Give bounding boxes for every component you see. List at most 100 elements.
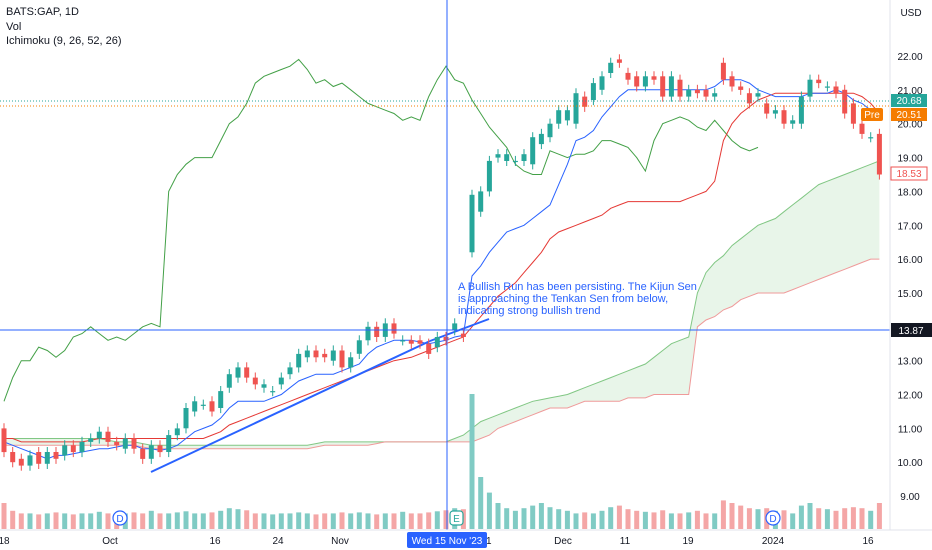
trendline-lower[interactable] bbox=[150, 340, 431, 473]
candle-body bbox=[547, 123, 553, 138]
dividend-marker-1-label: D bbox=[116, 514, 123, 525]
candle-body bbox=[460, 333, 466, 337]
candle-body bbox=[495, 154, 501, 158]
volume-bar bbox=[790, 513, 796, 529]
volume-bar bbox=[235, 509, 241, 529]
candle-body bbox=[651, 76, 657, 80]
dividend-marker-1[interactable] bbox=[112, 510, 128, 526]
dividend-marker-2-label: D bbox=[769, 514, 776, 525]
ichimoku-legend[interactable]: Ichimoku (9, 26, 52, 26) bbox=[6, 35, 122, 47]
candle-body bbox=[573, 93, 579, 124]
candle-body bbox=[434, 337, 440, 348]
candle-body bbox=[140, 448, 146, 459]
volume-bar bbox=[252, 513, 258, 529]
candle-body bbox=[850, 103, 856, 124]
volume-bar bbox=[330, 513, 336, 529]
candle-body bbox=[512, 160, 518, 163]
price-tick-label: 17.00 bbox=[897, 221, 922, 232]
volume-bar bbox=[183, 511, 189, 529]
kijun-sen bbox=[4, 92, 880, 443]
candle-body bbox=[443, 337, 449, 341]
candle-body bbox=[1, 428, 7, 453]
candle-body bbox=[96, 431, 102, 439]
candle-body bbox=[122, 438, 128, 449]
volume-bar bbox=[781, 510, 787, 529]
earnings-marker[interactable] bbox=[449, 510, 464, 526]
candle-body bbox=[868, 137, 874, 139]
volume-bar bbox=[348, 513, 354, 529]
time-tick-label: 18 bbox=[0, 536, 10, 547]
candle-body bbox=[322, 353, 328, 358]
candle-body bbox=[36, 452, 42, 464]
volume-bar bbox=[720, 500, 726, 529]
candle-body bbox=[244, 367, 250, 378]
volume-bar bbox=[798, 505, 804, 529]
volume-bar bbox=[521, 508, 527, 529]
candle-body bbox=[226, 374, 232, 388]
volume-bar bbox=[339, 512, 345, 529]
axes bbox=[0, 0, 932, 531]
volume-bar bbox=[382, 513, 388, 529]
time-tick-label: 24 bbox=[272, 536, 284, 547]
candle-body bbox=[790, 120, 796, 124]
price-tick-label: 12.00 bbox=[897, 391, 922, 402]
candle-body bbox=[209, 401, 215, 412]
volume-bar bbox=[512, 510, 518, 529]
volume-bar bbox=[140, 513, 146, 529]
candle-body bbox=[426, 343, 432, 354]
price-tick-label: 21.00 bbox=[897, 86, 922, 97]
candle-body bbox=[504, 154, 510, 161]
volume-bar bbox=[634, 510, 640, 529]
volume-bar bbox=[218, 510, 224, 529]
volume-bar bbox=[391, 513, 397, 529]
volume-bar bbox=[322, 513, 328, 529]
symbol-title[interactable]: BATS:GAP, 1D bbox=[6, 6, 79, 18]
time-tick-label: 2024 bbox=[762, 536, 785, 547]
volume-bar bbox=[18, 513, 24, 529]
candle-body bbox=[556, 110, 562, 124]
candle-body bbox=[44, 452, 50, 464]
candle-body bbox=[816, 79, 822, 84]
candle-body bbox=[391, 323, 397, 334]
candle-body bbox=[192, 401, 198, 412]
premarket-price-badge-text: 20.51 bbox=[896, 110, 921, 121]
candle-body bbox=[686, 89, 692, 97]
volume-legend[interactable]: Vol bbox=[6, 21, 22, 33]
price-tick-label: 22.00 bbox=[897, 52, 922, 63]
candle-body bbox=[166, 435, 172, 452]
volume-bar bbox=[738, 505, 744, 529]
candle-body bbox=[88, 438, 94, 442]
price-axis-ticks[interactable]: 22.00 21.00 20.00 19.00 18.00 17.00 16.00 15.00… bbox=[897, 52, 922, 503]
candle-body bbox=[469, 194, 475, 253]
price-lines bbox=[0, 100, 890, 107]
volume-bar bbox=[434, 511, 440, 529]
dividend-marker-2[interactable] bbox=[765, 510, 781, 526]
price-tick-label: 16.00 bbox=[897, 255, 922, 266]
volume-bar bbox=[79, 513, 85, 529]
candle-body bbox=[859, 123, 865, 134]
volume-bar bbox=[556, 509, 562, 529]
price-tick-label: 11.00 bbox=[898, 424, 923, 435]
candle-body bbox=[200, 404, 206, 406]
price-axis-badges: USD 20.68 Pre 20.51 18.53 13.87 Wed 15 N… bbox=[407, 8, 932, 548]
time-tick-label: 16 bbox=[209, 536, 221, 547]
time-tick-label: 19 bbox=[682, 536, 694, 547]
candle-body bbox=[157, 445, 163, 453]
volume-bar bbox=[547, 507, 553, 529]
candle-body bbox=[720, 62, 726, 80]
candle-body bbox=[252, 377, 258, 385]
volume-bar bbox=[443, 510, 449, 529]
price-tick-label: 20.00 bbox=[897, 120, 922, 131]
volume-bar bbox=[816, 508, 822, 529]
price-tick-label: 10.00 bbox=[897, 458, 922, 469]
volume-bar bbox=[530, 505, 536, 529]
candle-body bbox=[105, 431, 111, 442]
volume-bar bbox=[105, 513, 111, 529]
volume-bar bbox=[157, 513, 163, 529]
volume-bar bbox=[88, 513, 94, 529]
volume-bar bbox=[70, 514, 76, 529]
volume-bar bbox=[36, 514, 42, 529]
candle-body bbox=[218, 391, 224, 408]
